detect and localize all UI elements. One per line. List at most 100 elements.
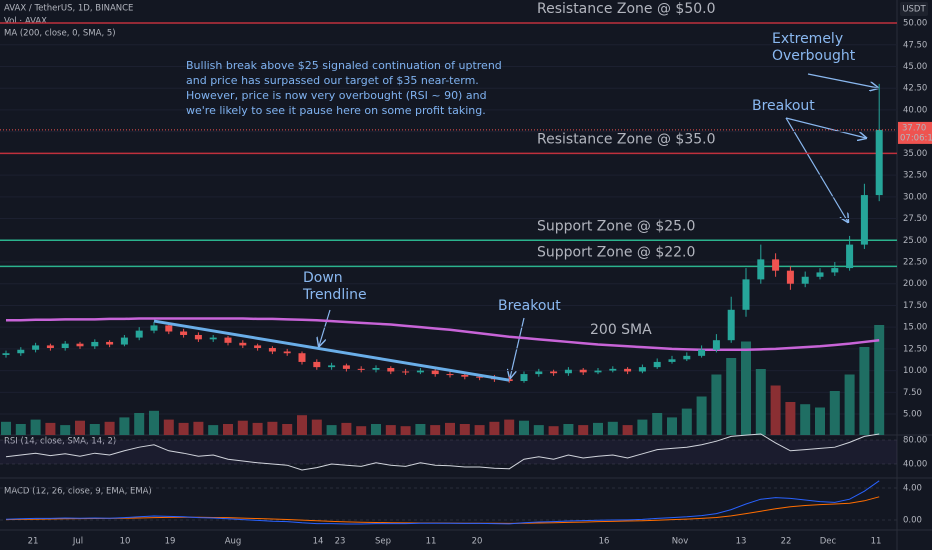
volume-bar xyxy=(504,419,515,435)
rsi-line xyxy=(5,433,880,471)
trendline-label: Trendline xyxy=(302,287,367,303)
rsi-band xyxy=(0,439,897,465)
candle-body xyxy=(239,342,247,346)
volume-bar xyxy=(415,424,426,435)
trendline-label: Down xyxy=(303,270,343,286)
candle-body xyxy=(106,341,114,345)
y-tick-label: 10.00 xyxy=(903,366,927,376)
candle-body xyxy=(431,370,439,375)
volume-bar xyxy=(667,417,677,435)
y-tick-label: 50.00 xyxy=(903,19,927,29)
candle-body xyxy=(342,365,350,369)
y-tick-label: 47.50 xyxy=(903,40,927,50)
candle-body xyxy=(268,348,276,352)
volume-bar xyxy=(237,420,248,435)
volume-bar xyxy=(607,421,618,435)
last-price-box xyxy=(898,121,932,144)
y-tick-label: 35.00 xyxy=(903,149,927,159)
volume-bar xyxy=(874,325,885,435)
y-tick-label: 7.50 xyxy=(903,388,922,398)
candle-body xyxy=(520,374,528,382)
candle-body xyxy=(609,368,617,371)
volume-bar xyxy=(681,408,692,435)
overbought-label: Extremely xyxy=(772,31,843,47)
volume-bar xyxy=(60,425,71,435)
countdown-label: 07:06:14 xyxy=(900,133,932,143)
candle-body xyxy=(17,349,25,354)
breakout-label: Breakout xyxy=(498,298,561,314)
candle-body xyxy=(61,343,69,349)
plot-layer xyxy=(0,22,897,525)
candle-body xyxy=(165,325,173,332)
volume-bar xyxy=(711,374,722,435)
volume-bar xyxy=(533,425,544,435)
volume-bar xyxy=(829,391,840,435)
overbought-label: Overbought xyxy=(772,48,856,64)
volume-bar xyxy=(178,422,189,435)
volume-bar xyxy=(445,422,455,435)
rsi-label: RSI (14, close, SMA, 14, 2) xyxy=(4,437,116,447)
y-tick-label: 20.00 xyxy=(903,279,927,289)
volume-bar xyxy=(1,421,11,435)
y-tick-label: 4.00 xyxy=(903,484,922,494)
volume-bar xyxy=(844,374,855,435)
macd-line xyxy=(5,480,880,525)
candle-body xyxy=(638,367,646,372)
x-tick-label: Aug xyxy=(225,537,242,547)
candle-body xyxy=(135,330,143,338)
candle-body xyxy=(846,244,854,269)
y-tick-label: 0.00 xyxy=(903,516,922,526)
volume-bar xyxy=(356,426,367,435)
volume-bar xyxy=(726,358,737,435)
candle-body xyxy=(416,370,424,373)
x-tick-label: 14 xyxy=(313,537,324,547)
volume-bar xyxy=(489,421,500,435)
volume-bar xyxy=(800,404,811,435)
volume-bar xyxy=(45,422,56,435)
candle-body xyxy=(860,195,868,245)
symbol-label: AVAX / TetherUS, 1D, BINANCE xyxy=(4,4,133,14)
y-tick-label: 22.50 xyxy=(903,257,927,267)
candle-body xyxy=(476,376,484,378)
volume-bar xyxy=(430,425,441,435)
y-tick-label: 17.50 xyxy=(903,301,927,311)
y-tick-label: 45.00 xyxy=(903,62,927,72)
candle-body xyxy=(535,371,543,375)
candle-body xyxy=(194,334,202,340)
volume-bar xyxy=(371,424,381,435)
volume-bar xyxy=(785,402,796,435)
candle-body xyxy=(76,343,84,347)
volume-bar xyxy=(385,425,396,435)
x-tick-label: 21 xyxy=(28,537,39,547)
commentary: Bullish break above $25 signaled continu… xyxy=(186,59,502,72)
candle-body xyxy=(624,368,632,372)
volume-bar xyxy=(208,425,219,435)
currency-box[interactable] xyxy=(900,2,928,16)
volume-bar xyxy=(311,419,322,435)
volume-bar xyxy=(770,385,781,435)
candle-body xyxy=(801,276,809,284)
volume-bar xyxy=(815,407,825,435)
candle-body xyxy=(757,259,765,280)
trendline xyxy=(153,319,510,382)
arrow xyxy=(807,73,878,88)
x-tick-label: 11 xyxy=(871,537,882,547)
candle-body xyxy=(579,369,587,373)
last-price-label: 37.70 xyxy=(902,123,926,133)
volume-bar xyxy=(859,347,870,435)
x-tick-label: Dec xyxy=(820,537,837,547)
currency-label[interactable]: USDT xyxy=(902,5,926,15)
volume-bar xyxy=(282,424,293,435)
volume-bar xyxy=(519,420,529,435)
y-tick-label: 80.00 xyxy=(903,435,927,445)
volume-bar xyxy=(578,425,589,435)
volume-bar xyxy=(326,425,337,435)
candle-body xyxy=(727,309,735,341)
volume-label: Vol · AVAX xyxy=(4,17,47,27)
volume-bar xyxy=(696,396,707,435)
candle-body xyxy=(564,369,572,374)
candle-body xyxy=(668,359,676,362)
commentary: However, price is now very overbought (R… xyxy=(186,89,487,102)
candle-body xyxy=(2,353,10,355)
zone-label: Resistance Zone @ $35.0 xyxy=(537,131,716,147)
